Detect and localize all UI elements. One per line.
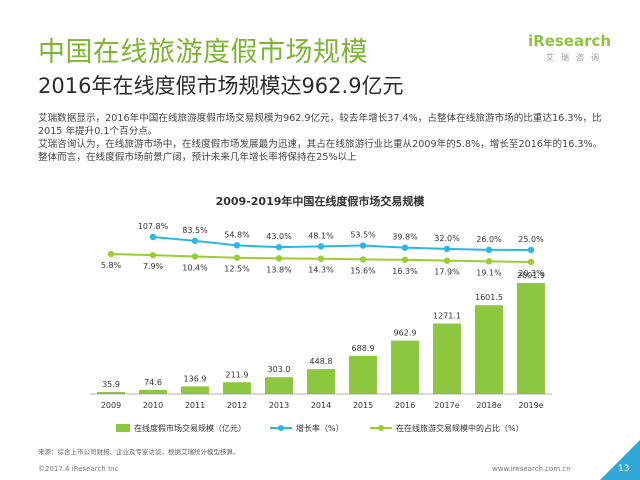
online-share-point-2018e — [485, 258, 493, 265]
bar-value-label: 688.9 — [352, 344, 375, 353]
growth-rate-point-2019e — [527, 246, 535, 254]
online-share-point-2014 — [317, 255, 325, 262]
bar-value-label: 211.9 — [226, 370, 249, 379]
bar-value-label: 962.9 — [394, 329, 417, 338]
growth-rate-point-2011 — [191, 237, 199, 245]
x-tick-label: 2016 — [395, 401, 415, 410]
x-tick-label: 2012 — [227, 401, 247, 410]
legend-bar-swatch — [116, 424, 130, 432]
bar-2009 — [97, 392, 125, 394]
online-share-label: 19.1% — [476, 268, 502, 277]
online-share-point-2009 — [107, 250, 115, 258]
x-tick-label: 2019e — [518, 401, 543, 410]
x-tick-label: 2013 — [269, 401, 289, 410]
online-share-label: 12.5% — [224, 265, 250, 274]
website-link[interactable]: www.iresearch.com.cn — [492, 465, 571, 473]
x-tick-label: 2014 — [311, 401, 331, 410]
online-share-point-2017e — [443, 257, 451, 264]
online-share-label: 10.4% — [182, 264, 208, 273]
growth-rate-label: 54.8% — [224, 230, 250, 239]
growth-rate-label: 43.0% — [266, 232, 292, 241]
growth-rate-point-2017e — [443, 245, 451, 253]
online-share-label: 15.6% — [350, 266, 376, 275]
bar-value-label: 2001.9 — [517, 271, 545, 280]
bar-2017e — [433, 323, 461, 394]
legend-bar-label: 在线度假市场交易规模（亿元） — [134, 423, 246, 433]
bar-value-label: 1601.5 — [475, 293, 503, 302]
legend-growth-marker — [278, 425, 284, 431]
logo-i-glyph: i — [528, 32, 534, 50]
x-tick-label: 2018e — [476, 401, 501, 410]
bar-value-label: 303.0 — [268, 365, 291, 374]
growth-rate-point-2012 — [233, 242, 241, 249]
bar-value-label: 1271.1 — [433, 312, 461, 321]
copyright: ©2017.4 iResearch Inc — [38, 465, 119, 473]
bar-2013 — [265, 377, 293, 394]
bar-2014 — [307, 369, 335, 394]
online-share-point-2012 — [233, 254, 241, 261]
market-size-chart: 35.9 74.6 136.9 211.9 303.0 448.8 688.9 962.9 12… — [90, 222, 552, 433]
page-number: 13 — [618, 464, 630, 474]
online-share-label: 16.3% — [392, 267, 418, 276]
online-share-point-2019e — [527, 258, 535, 266]
growth-rate-label: 25.0% — [518, 235, 544, 244]
x-tick-label: 2015 — [353, 401, 373, 410]
growth-rate-label: 48.1% — [308, 231, 334, 240]
bar-value-label: 448.8 — [310, 357, 333, 366]
page-subtitle: 2016年在线度假市场规模达962.9亿元 — [38, 74, 404, 98]
chart-title: 2009-2019年中国在线度假市场交易规模 — [215, 195, 425, 208]
growth-rate-point-2018e — [485, 246, 493, 254]
logo-subtitle: 艾瑞咨询 — [546, 53, 606, 62]
bar-2011 — [181, 386, 209, 394]
bar-value-label: 74.6 — [144, 378, 162, 387]
bar-2015 — [349, 355, 377, 394]
growth-rate-point-2014 — [317, 243, 325, 250]
description: 艾瑞数据显示，2016年中国在线旅游度假市场交易规模为962.9亿元，较去年增长… — [38, 112, 608, 164]
bar-2018e — [475, 305, 503, 394]
growth-rate-label: 53.5% — [350, 231, 376, 240]
online-share-point-2013 — [275, 255, 283, 262]
growth-rate-line — [152, 236, 532, 251]
description-paragraph-2: 艾瑞咨询认为，在线旅游市场中，在线度假市场发展最为迅速，其占在线旅游行业比重从2… — [38, 139, 603, 163]
online-share-label: 5.8% — [101, 261, 122, 270]
growth-rate-point-2010 — [149, 233, 157, 241]
growth-rate-label: 39.8% — [392, 233, 418, 242]
online-share-label: 7.9% — [143, 262, 164, 271]
online-share-label: 17.9% — [434, 268, 460, 277]
logo-wordmark: Research — [533, 32, 612, 50]
x-tick-label: 2011 — [185, 401, 205, 410]
bar-2010 — [139, 389, 167, 394]
online-share-point-2011 — [191, 253, 199, 260]
legend-share-label: 在在线旅游交易规模中的占比（%） — [396, 423, 524, 433]
x-tick-label: 2017e — [434, 401, 459, 410]
online-share-point-2016 — [401, 256, 409, 263]
growth-rate-label: 107.8% — [138, 222, 169, 231]
growth-rate-point-2016 — [401, 244, 409, 251]
bar-2016 — [391, 340, 419, 394]
iresearch-logo: iResearch 艾瑞咨询 — [528, 34, 612, 63]
online-share-point-2010 — [149, 251, 157, 259]
online-share-label: 13.8% — [266, 265, 292, 274]
bar-2012 — [223, 382, 251, 394]
source-note: 来源：综合上市公司财报、企业及专家访谈，根据艾瑞统计模型核算。 — [38, 448, 240, 456]
growth-rate-point-2015 — [359, 242, 367, 249]
description-paragraph-1: 艾瑞数据显示，2016年中国在线旅游度假市场交易规模为962.9亿元，较去年增长… — [38, 113, 602, 137]
page-title: 中国在线旅游度假市场规模 — [38, 37, 368, 68]
online-share-label: 14.3% — [308, 266, 334, 275]
bar-value-label: 35.9 — [102, 380, 120, 389]
corner-triangle — [600, 440, 640, 480]
bar-value-label: 136.9 — [184, 374, 207, 383]
growth-rate-label: 83.5% — [182, 226, 208, 235]
online-share-point-2015 — [359, 256, 367, 263]
growth-rate-label: 32.0% — [434, 234, 460, 243]
growth-rate-point-2013 — [275, 243, 283, 251]
x-tick-label: 2010 — [143, 401, 163, 410]
x-tick-label: 2009 — [101, 401, 121, 410]
growth-rate-label: 26.0% — [476, 235, 502, 244]
legend-growth-label: 增长率（%） — [296, 423, 344, 433]
online-share-label: 20.3% — [518, 269, 544, 278]
bar-2019e — [517, 283, 545, 394]
legend-share-marker — [378, 425, 384, 431]
